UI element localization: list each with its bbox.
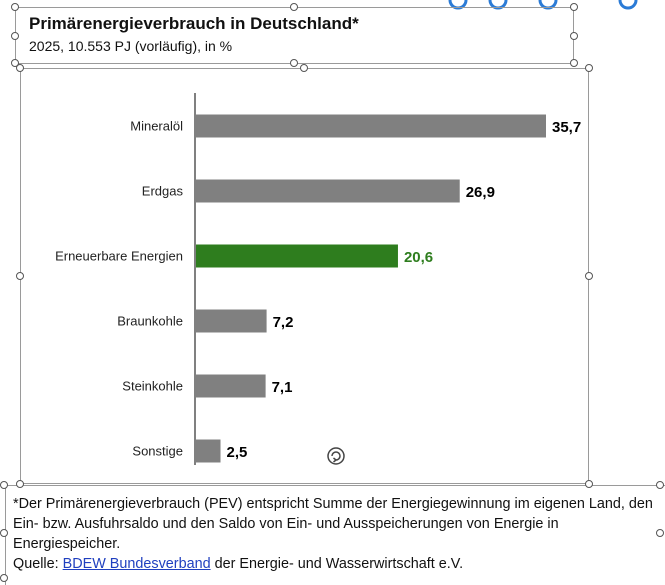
resize-handle[interactable] [16,64,24,72]
resize-handle[interactable] [585,64,593,72]
source-prefix: Quelle: [13,556,63,572]
resize-handle[interactable] [0,529,8,537]
source-link[interactable]: BDEW Bundesverband [62,556,211,572]
resize-handle[interactable] [11,59,19,67]
resize-handle[interactable] [16,272,24,280]
resize-handle[interactable] [570,32,578,40]
resize-handle[interactable] [585,272,593,280]
resize-handle[interactable] [0,574,8,582]
footnote-text: *Der Primärenergieverbrauch (PEV) entspr… [13,496,653,552]
resize-handle[interactable] [11,3,19,11]
rotate-handle-icon[interactable] [324,444,348,468]
footnote: *Der Primärenergieverbrauch (PEV) entspr… [13,494,658,574]
resize-handle[interactable] [300,64,308,72]
resize-handle[interactable] [656,529,664,537]
resize-handle[interactable] [656,481,664,489]
resize-handle[interactable] [570,59,578,67]
chart-box[interactable] [20,68,589,484]
resize-handle[interactable] [11,32,19,40]
resize-handle[interactable] [570,3,578,11]
resize-handle[interactable] [16,480,24,488]
resize-handle[interactable] [0,481,8,489]
source-suffix: der Energie- und Wasserwirtschaft e.V. [210,556,464,572]
resize-handle[interactable] [290,59,298,67]
chart-title: Primärenergieverbrauch in Deutschland* [29,14,359,33]
resize-handle[interactable] [585,480,593,488]
chart-subtitle: 2025, 10.553 PJ (vorläufig), in % [29,38,233,54]
resize-handle[interactable] [290,3,298,11]
